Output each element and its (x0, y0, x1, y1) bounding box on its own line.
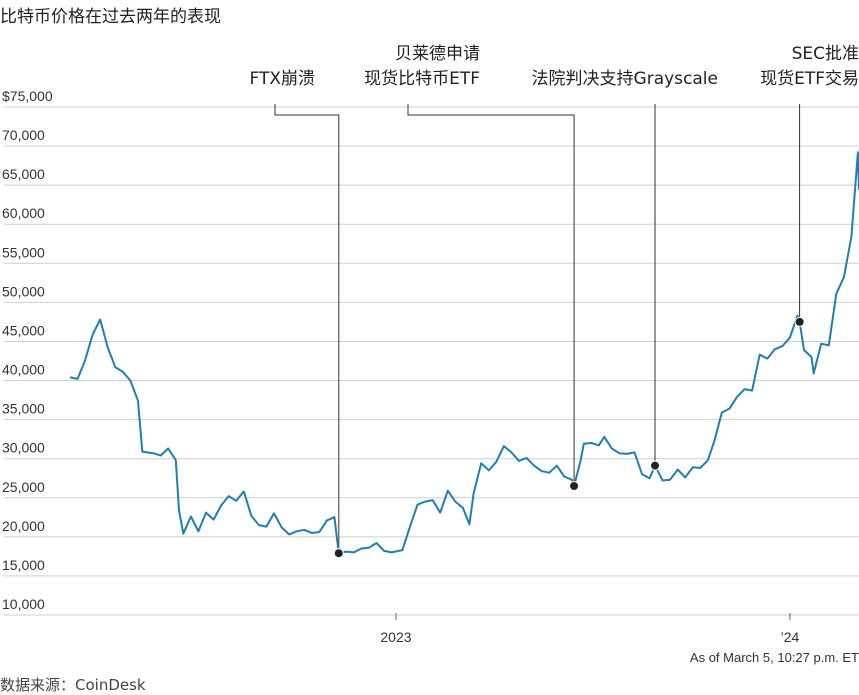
y-tick-label: 65,000 (2, 166, 45, 182)
annotation-marker (333, 548, 344, 559)
y-tick-label: $75,000 (2, 88, 53, 104)
y-tick-label: 45,000 (2, 322, 45, 338)
series-layer (69, 151, 859, 555)
annotation-leader (407, 104, 575, 486)
annotation-label: FTX崩溃 (249, 69, 315, 89)
x-axis: 2023 ’24 (380, 613, 799, 645)
y-tick-label: 10,000 (2, 596, 45, 612)
annotation-marker (794, 316, 805, 327)
x-tick-label: 2023 (380, 629, 411, 645)
x-tick-label: ’24 (781, 629, 800, 645)
y-tick-label: 60,000 (2, 205, 45, 221)
grid-lines (4, 106, 859, 616)
y-axis: $75,000 70,000 65,000 60,000 55,000 50,000 45,… (2, 88, 53, 612)
annotation-marker (569, 480, 580, 491)
y-tick-label: 15,000 (2, 557, 45, 573)
annotation-leaders (274, 104, 801, 554)
y-tick-label: 25,000 (2, 479, 45, 495)
annotation-label: 现货ETF交易 (760, 69, 859, 89)
annotation-marker (650, 460, 661, 471)
y-tick-label: 55,000 (2, 244, 45, 260)
annotation-label: SEC批准 (792, 44, 859, 64)
chart-title: 比特币价格在过去两年的表现 (0, 7, 221, 27)
annotation-label: 现货比特币ETF (364, 69, 480, 89)
y-tick-label: 70,000 (2, 127, 45, 143)
as-of-note: As of March 5, 10:27 p.m. ET (689, 650, 859, 665)
annotation-label: 法院判决支持Grayscale (532, 69, 718, 89)
annotation-label: 贝莱德申请 (395, 44, 480, 64)
y-tick-label: 35,000 (2, 401, 45, 417)
source-note: 数据来源：CoinDesk (0, 676, 146, 694)
y-tick-label: 30,000 (2, 440, 45, 456)
y-tick-label: 50,000 (2, 283, 45, 299)
annotation-leader (274, 104, 340, 554)
annotation-markers (333, 316, 805, 559)
y-tick-label: 40,000 (2, 362, 45, 378)
price-series-line (69, 151, 859, 555)
y-tick-label: 20,000 (2, 518, 45, 534)
